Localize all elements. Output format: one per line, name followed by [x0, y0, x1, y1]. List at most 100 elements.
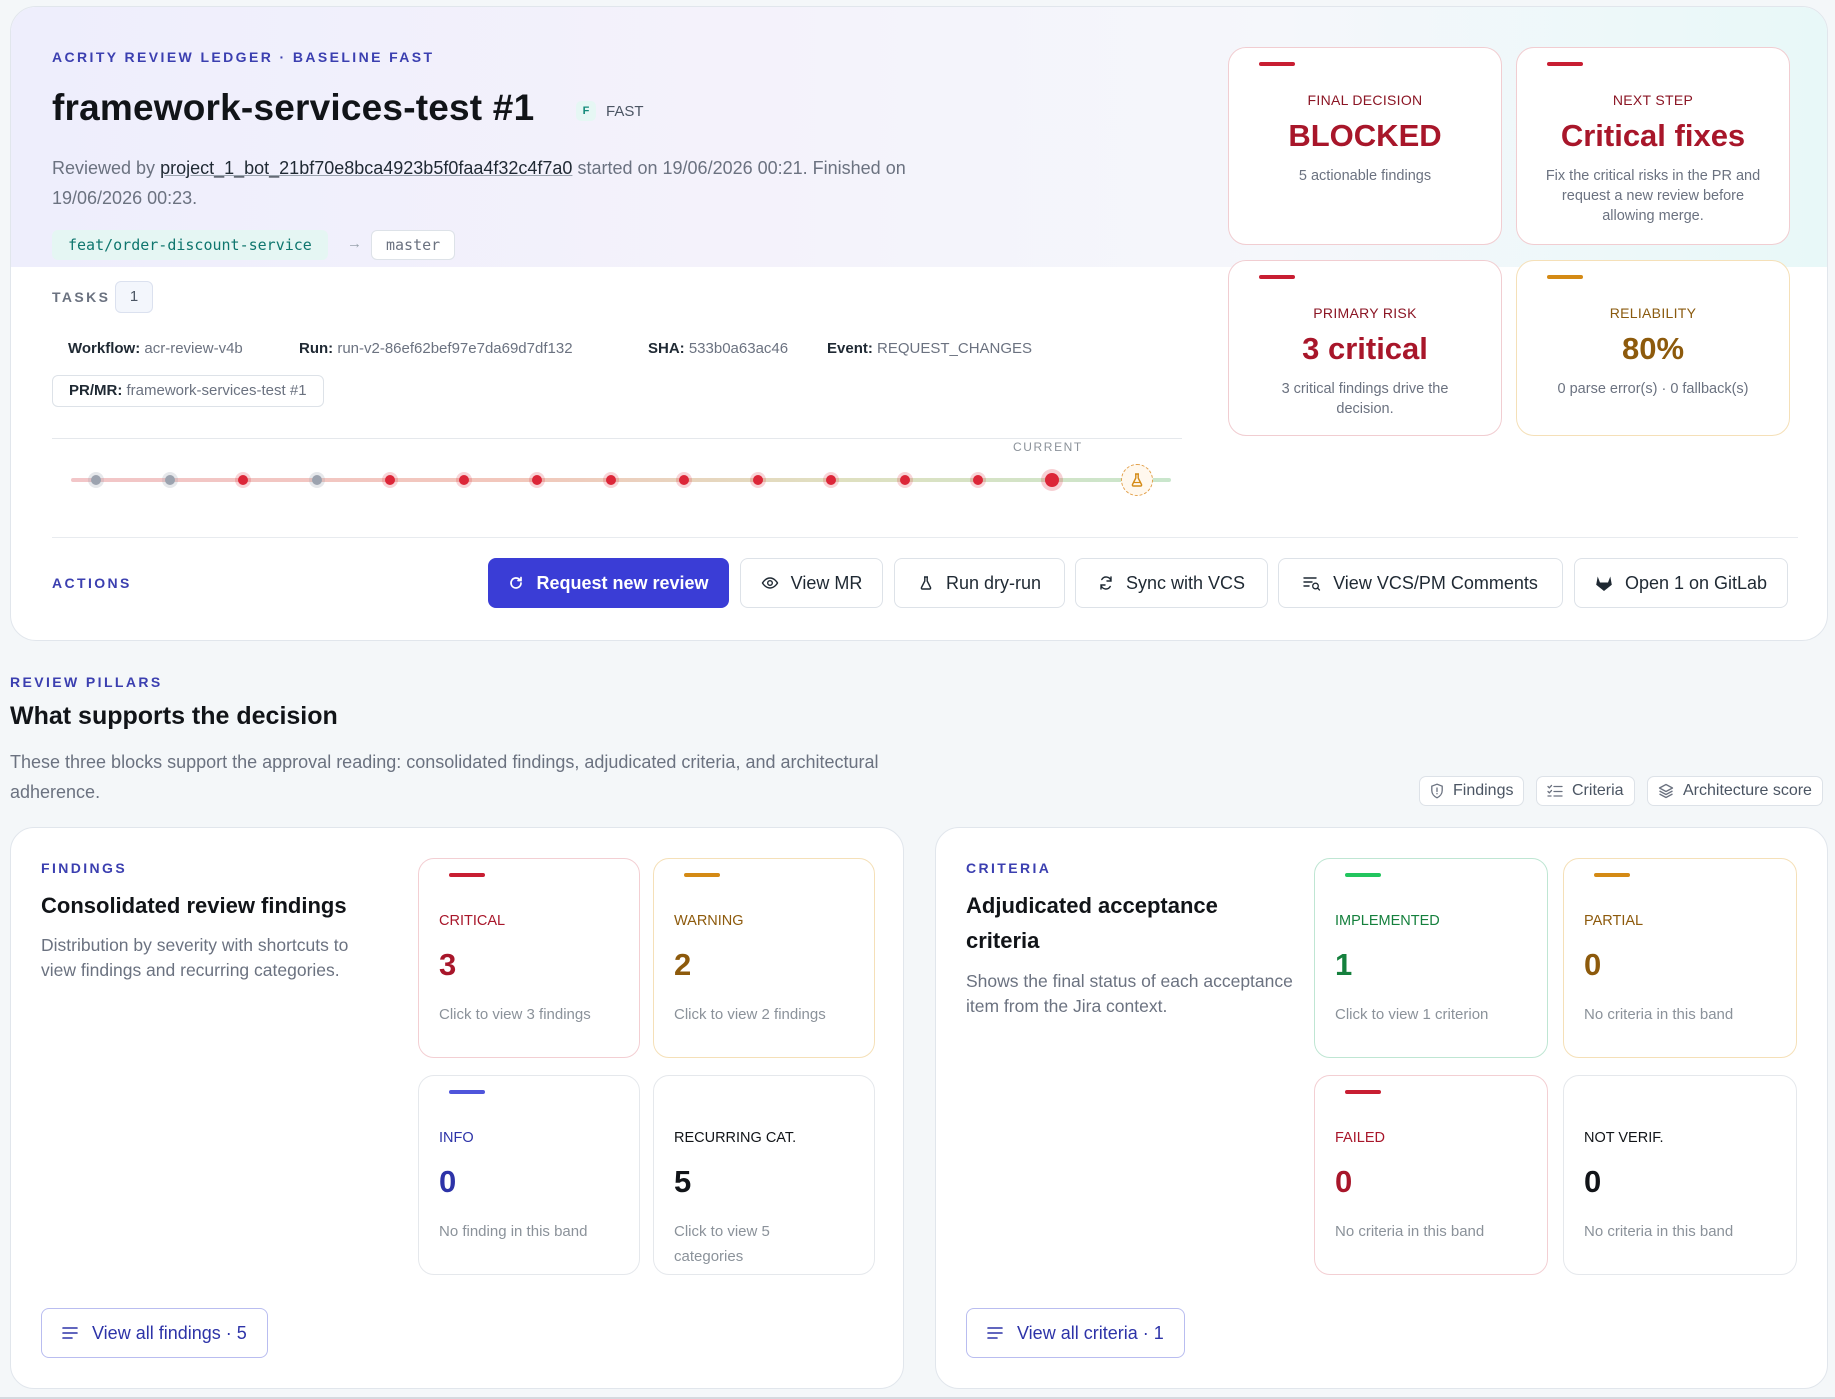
recurring-categories-card[interactable]: RECURRING CAT. 5 Click to view 5 categor… — [653, 1075, 875, 1275]
button-label: View VCS/PM Comments — [1333, 572, 1538, 593]
checklist-icon — [1547, 784, 1563, 797]
target-branch: master — [371, 230, 456, 260]
tasks-label: TASKS — [52, 289, 111, 305]
card-desc: Click to view 5 categories — [674, 1223, 770, 1265]
kpi-value: Critical fixes — [1560, 118, 1746, 153]
kpi-desc: 0 parse error(s) · 0 fallback(s) — [1557, 381, 1749, 397]
source-branch: feat/order-discount-service — [52, 230, 328, 260]
view-all-criteria-button[interactable]: View all criteria · 1 — [966, 1308, 1185, 1358]
timeline-node[interactable] — [679, 475, 689, 485]
actions-label: ACTIONS — [52, 575, 132, 591]
layers-icon — [1658, 783, 1674, 799]
card-label: WARNING — [674, 913, 744, 929]
timeline-divider — [52, 438, 1182, 439]
card-desc: Click to view 3 findings — [439, 1006, 591, 1023]
comments-list-icon — [1303, 577, 1321, 591]
reviewed-prefix: Reviewed by — [52, 158, 156, 178]
card-value: 0 — [1584, 1164, 1602, 1199]
tone-bar — [1547, 275, 1583, 279]
timeline-node-current[interactable] — [1044, 473, 1059, 487]
branch-arrow: → — [347, 235, 362, 252]
card-label: INFO — [439, 1130, 474, 1146]
mode-label: FAST — [606, 102, 644, 120]
card-desc: No criteria in this band — [1335, 1223, 1485, 1240]
findings-eyebrow: FINDINGS — [41, 860, 128, 876]
card-label: FAILED — [1335, 1130, 1385, 1146]
tasks-count[interactable]: 1 — [115, 281, 153, 313]
refresh-icon — [510, 576, 523, 589]
run-dry-run-button[interactable]: Run dry-run — [894, 558, 1065, 608]
failed-card[interactable]: FAILED 0 No criteria in this band — [1314, 1075, 1548, 1275]
kpi-desc: 3 critical findings drive the decision. — [1281, 381, 1449, 417]
pillars-title: What supports the decision — [10, 702, 338, 730]
findings-chip[interactable]: Findings — [1419, 776, 1525, 806]
timeline-node[interactable] — [752, 475, 763, 485]
timeline-node[interactable] — [164, 475, 175, 485]
card-value: 1 — [1335, 947, 1353, 982]
mode-letter: F — [576, 101, 596, 121]
kpi-label: RELIABILITY — [1609, 305, 1697, 321]
card-value: 5 — [674, 1164, 692, 1199]
workflow-meta: Workflow: acr-review-v4b — [68, 340, 243, 357]
timeline-node[interactable] — [91, 475, 101, 485]
sha-value: 533b0a63ac46 — [688, 340, 789, 357]
tone-bar — [1259, 62, 1295, 66]
card-desc: Click to view 2 findings — [674, 1006, 826, 1023]
mode-badge: F FAST — [576, 101, 644, 121]
card-desc: No criteria in this band — [1584, 1006, 1734, 1023]
info-card[interactable]: INFO 0 No finding in this band — [418, 1075, 640, 1275]
button-label: View all criteria · 1 — [1017, 1322, 1164, 1343]
pr-meta: PR/MR: framework-services-test #1 — [52, 375, 324, 407]
timeline-node[interactable] — [385, 475, 395, 485]
partial-card[interactable]: PARTIAL 0 No criteria in this band — [1563, 858, 1797, 1058]
criteria-desc: Shows the final status of each acceptanc… — [966, 971, 1293, 1016]
event-value: REQUEST_CHANGES — [877, 340, 1033, 357]
timeline-node[interactable] — [899, 475, 910, 485]
timeline-node[interactable] — [311, 475, 322, 485]
reviewer-link[interactable]: project_1_bot_21bf70e8bca4923b5f0faa4f32… — [160, 158, 573, 178]
tone-bar — [1345, 1090, 1381, 1094]
card-desc: No criteria in this band — [1584, 1223, 1734, 1240]
criteria-title: Adjudicated acceptance criteria — [966, 893, 1218, 953]
actions-divider — [52, 537, 1798, 538]
timeline-node[interactable] — [605, 475, 616, 485]
kpi-value: 3 critical — [1302, 331, 1428, 366]
ledger-eyebrow: ACRITY REVIEW LEDGER · BASELINE FAST — [52, 49, 435, 65]
implemented-card[interactable]: IMPLEMENTED 1 Click to view 1 criterion — [1314, 858, 1548, 1058]
timeline-node[interactable] — [458, 475, 469, 485]
card-value: 0 — [1584, 947, 1602, 982]
timeline-track — [71, 478, 1171, 482]
shield-icon — [1431, 783, 1443, 799]
kpi-label: PRIMARY RISK — [1313, 305, 1417, 321]
run-meta: Run: run-v2-86ef62bef97e7da69d7df132 — [299, 340, 573, 357]
findings-desc: Distribution by severity with shortcuts … — [41, 935, 349, 980]
card-label: CRITICAL — [439, 913, 506, 929]
button-label: Sync with VCS — [1125, 572, 1246, 593]
pillars-desc: These three blocks support the approval … — [10, 752, 879, 802]
open-gitlab-button[interactable]: Open 1 on GitLab — [1574, 558, 1788, 608]
current-label: CURRENT — [1013, 440, 1083, 454]
page-bottom-border — [0, 1397, 1835, 1399]
final-decision-card: FINAL DECISION BLOCKED 5 actionable find… — [1228, 47, 1502, 245]
primary-risk-card: PRIMARY RISK 3 critical 3 critical findi… — [1228, 260, 1502, 436]
timeline-node[interactable] — [826, 475, 836, 485]
request-new-review-button[interactable]: Request new review — [488, 558, 729, 608]
flask-icon[interactable] — [1121, 464, 1153, 496]
not-verified-card[interactable]: NOT VERIF. 0 No criteria in this band — [1563, 1075, 1797, 1275]
warning-card[interactable]: WARNING 2 Click to view 2 findings — [653, 858, 875, 1058]
workflow-value: acr-review-v4b — [144, 340, 243, 357]
kpi-label: FINAL DECISION — [1307, 92, 1423, 108]
criteria-chip[interactable]: Criteria — [1536, 776, 1635, 806]
view-mr-button[interactable]: View MR — [740, 558, 883, 608]
view-comments-button[interactable]: View VCS/PM Comments — [1278, 558, 1563, 608]
kpi-desc: Fix the critical risks in the PR and req… — [1545, 168, 1761, 224]
list-icon — [987, 1327, 1003, 1339]
critical-card[interactable]: CRITICAL 3 Click to view 3 findings — [418, 858, 640, 1058]
sync-vcs-button[interactable]: Sync with VCS — [1075, 558, 1268, 608]
timeline-node[interactable] — [532, 475, 542, 485]
card-desc: Click to view 1 criterion — [1335, 1006, 1489, 1023]
timeline-node[interactable] — [238, 475, 248, 485]
view-all-findings-button[interactable]: View all findings · 5 — [41, 1308, 268, 1358]
timeline-node[interactable] — [973, 475, 983, 485]
architecture-score-chip[interactable]: Architecture score — [1647, 776, 1823, 806]
